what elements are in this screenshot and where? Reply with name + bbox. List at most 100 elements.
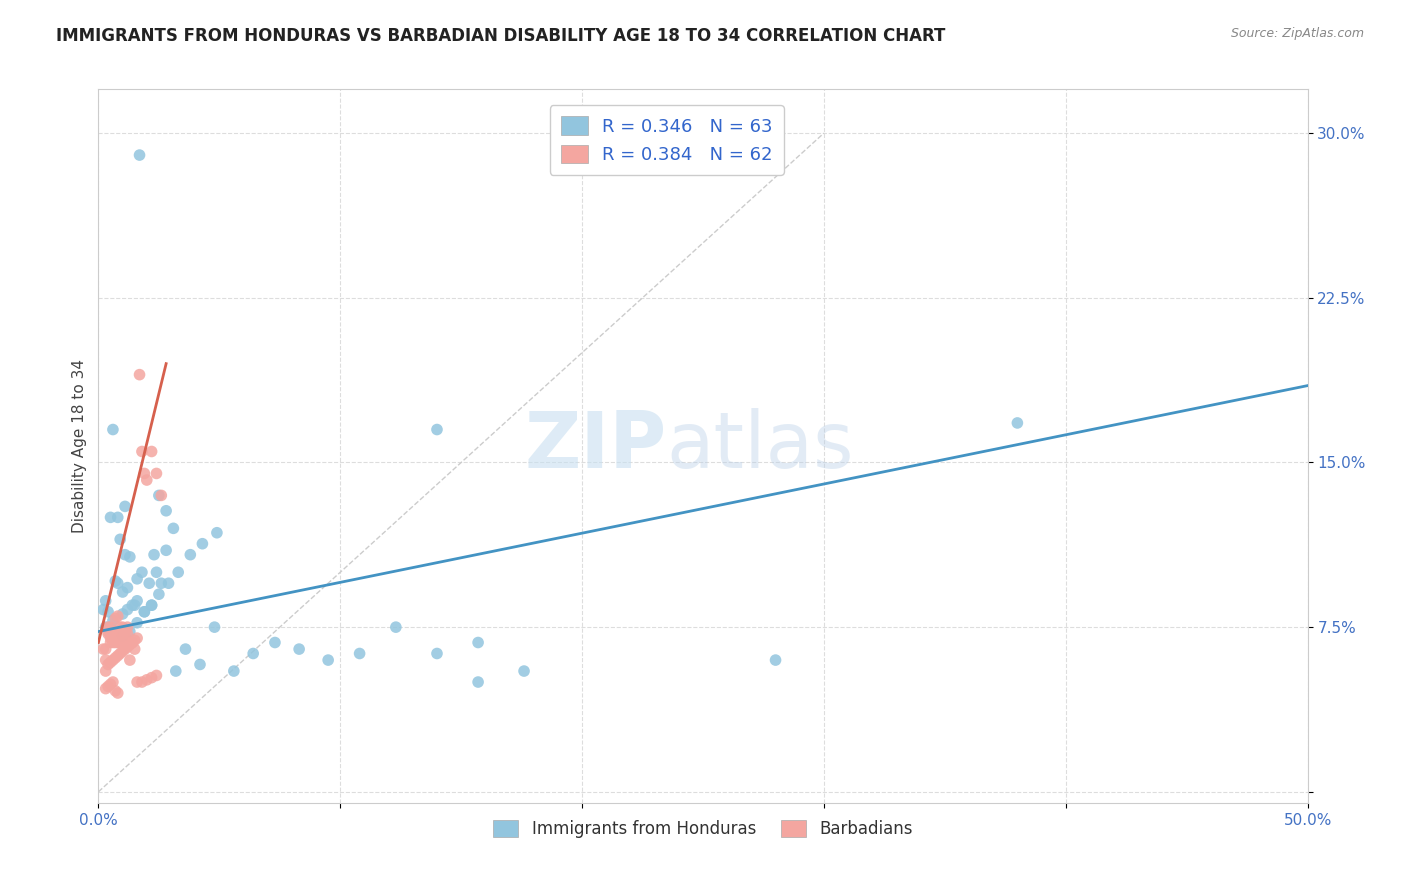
Point (117, 581, 139, 595)
Point (114, 548, 136, 562)
Point (107, 609, 129, 624)
Point (174, 642, 197, 657)
Point (162, 521, 184, 535)
Point (107, 576, 129, 591)
Point (131, 444, 153, 458)
Point (94, 681, 117, 696)
Point (114, 629, 136, 643)
Point (97, 624, 120, 639)
Point (101, 653, 124, 667)
Point (100, 631, 122, 645)
Point (94, 653, 117, 667)
Point (111, 644, 134, 658)
Point (121, 635, 143, 649)
Point (91, 602, 114, 616)
Point (385, 620, 408, 634)
Point (100, 510, 122, 524)
Point (118, 549, 141, 564)
Point (127, 615, 149, 630)
Point (118, 624, 141, 639)
Point (127, 572, 149, 586)
Point (242, 647, 264, 661)
Point (100, 655, 122, 669)
Point (100, 620, 122, 634)
Text: ZIP: ZIP (524, 408, 666, 484)
Point (426, 647, 449, 661)
Point (134, 605, 156, 619)
Point (188, 657, 211, 672)
Point (108, 647, 131, 661)
Point (141, 671, 163, 685)
Point (101, 423, 124, 437)
Point (117, 626, 139, 640)
Point (101, 631, 124, 645)
Point (145, 467, 167, 481)
Point (157, 576, 180, 591)
Point (1007, 416, 1029, 430)
Point (94, 642, 117, 657)
Point (107, 624, 129, 639)
Point (97, 680, 120, 694)
Point (148, 587, 170, 601)
Point (467, 675, 489, 690)
Point (155, 504, 177, 518)
Point (101, 614, 124, 628)
Point (134, 605, 156, 619)
Point (104, 651, 127, 665)
Point (155, 543, 177, 558)
Point (101, 635, 124, 649)
Point (108, 635, 131, 649)
Point (97, 605, 120, 619)
Point (128, 148, 150, 162)
Point (288, 642, 311, 657)
Point (316, 653, 339, 667)
Point (138, 576, 160, 591)
Point (127, 594, 149, 608)
Point (191, 537, 214, 551)
Point (100, 677, 122, 691)
Point (167, 566, 190, 580)
Point (111, 585, 134, 599)
Point (97, 620, 120, 634)
Legend: Immigrants from Honduras, Barbadians: Immigrants from Honduras, Barbadians (486, 813, 920, 845)
Point (117, 602, 139, 616)
Point (104, 624, 127, 639)
Point (94, 620, 117, 634)
Point (104, 635, 127, 649)
Point (121, 598, 143, 612)
Point (107, 648, 129, 663)
Point (131, 566, 153, 580)
Point (117, 620, 139, 634)
Point (118, 638, 141, 652)
Point (148, 488, 170, 502)
Point (349, 647, 371, 661)
Point (141, 444, 163, 458)
Point (124, 598, 146, 612)
Y-axis label: Disability Age 18 to 34: Disability Age 18 to 34 (72, 359, 87, 533)
Point (107, 510, 129, 524)
Point (118, 653, 141, 667)
Point (124, 633, 146, 648)
Point (145, 668, 167, 682)
Point (100, 624, 122, 639)
Point (114, 642, 136, 657)
Point (264, 635, 287, 649)
Point (91, 642, 114, 657)
Point (141, 598, 163, 612)
Point (150, 488, 173, 502)
Point (107, 686, 129, 700)
Point (114, 500, 136, 514)
Point (467, 635, 489, 649)
Point (127, 631, 149, 645)
Point (114, 624, 136, 639)
Point (222, 664, 245, 678)
Point (117, 640, 139, 654)
Point (111, 631, 134, 645)
Point (124, 642, 146, 657)
Point (94, 664, 117, 678)
Point (97, 657, 120, 672)
Point (134, 467, 156, 481)
Point (101, 624, 124, 639)
Point (104, 611, 127, 625)
Point (765, 653, 787, 667)
